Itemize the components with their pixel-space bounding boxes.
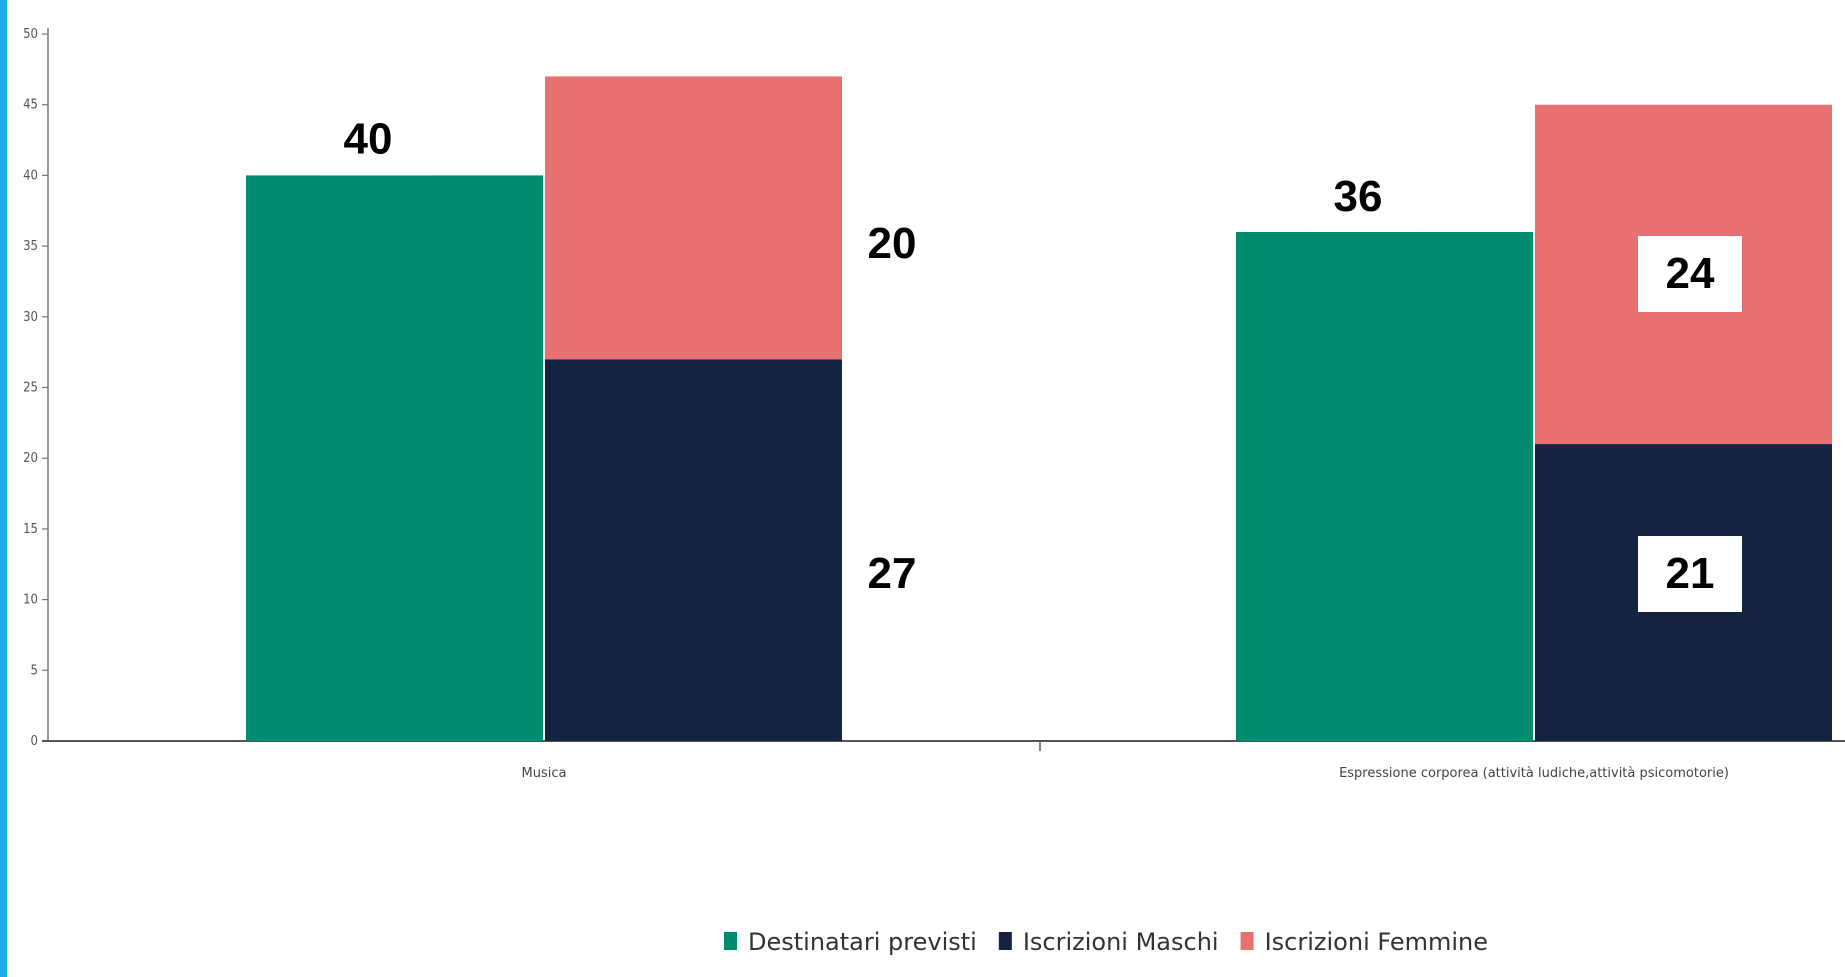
bars: [246, 76, 1832, 741]
label-destinatari-previsti: 36: [1334, 172, 1383, 221]
legend: Destinatari previsti Iscrizioni Maschi Isc…: [724, 928, 1488, 956]
bar-iscrizioni-femmine: [545, 76, 842, 360]
legend-label: Destinatari previsti: [748, 928, 977, 956]
label-iscrizioni-femmine: 20: [868, 219, 917, 268]
legend-swatch: [724, 932, 737, 950]
bar-iscrizioni-maschi: [545, 359, 842, 741]
label-iscrizioni-femmine: 24: [1666, 249, 1715, 298]
y-tick-label: 40: [23, 168, 38, 183]
label-iscrizioni-maschi: 27: [868, 549, 917, 598]
data-labels: 40 36 20 27 24 21: [321, 114, 1742, 612]
legend-label: Iscrizioni Maschi: [1023, 928, 1219, 956]
y-tick-label: 25: [23, 381, 38, 396]
y-tick-label: 50: [23, 27, 38, 42]
y-tick-label: 30: [23, 310, 38, 325]
label-iscrizioni-femmine-box: [1638, 236, 1742, 312]
y-tick-label: 15: [23, 522, 38, 537]
y-tick-label: 0: [31, 734, 38, 749]
x-category-label: Espressione corporea (attività ludiche,a…: [1339, 766, 1729, 781]
x-category-label: Musica: [522, 766, 567, 781]
y-tick-label: 5: [31, 663, 38, 678]
bar-destinatari-previsti: [246, 175, 543, 741]
legend-swatch: [1240, 932, 1254, 950]
y-tick-label: 45: [23, 98, 38, 113]
label-bg-previsti: [321, 117, 431, 176]
legend-label: Iscrizioni Femmine: [1265, 928, 1488, 956]
bar-destinatari-previsti: [1236, 231, 1533, 741]
label-iscrizioni-maschi: 21: [1666, 549, 1715, 598]
y-tick-label: 10: [23, 593, 38, 608]
y-tick-label: 35: [23, 239, 38, 254]
label-destinatari-previsti: 40: [344, 114, 393, 163]
left-edge-bar: [0, 0, 7, 977]
legend-swatch: [998, 932, 1012, 950]
y-tick-label: 20: [23, 451, 38, 466]
label-bg-previsti: [1311, 173, 1417, 232]
label-iscrizioni-maschi-box: [1638, 536, 1742, 612]
